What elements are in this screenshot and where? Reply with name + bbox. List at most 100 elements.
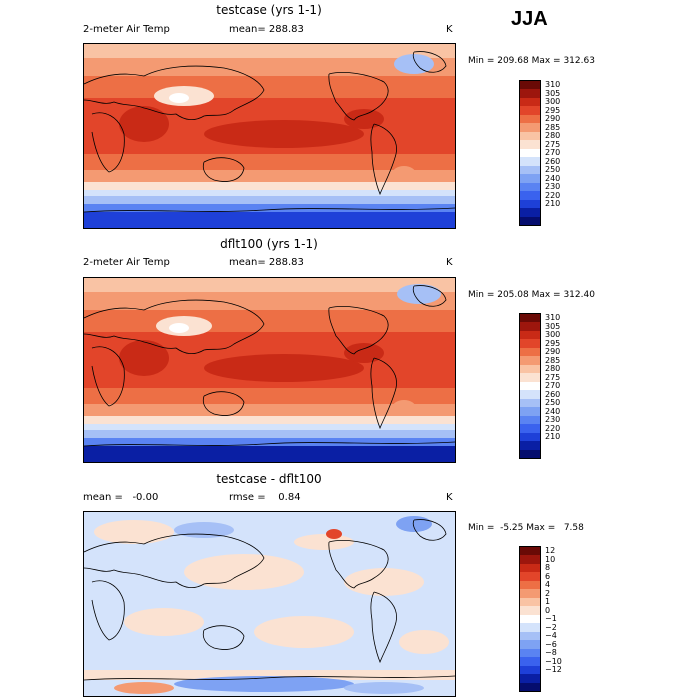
panel-1-units: K [446,24,453,35]
colorbar-tick-label: 280 [545,131,561,141]
panel-1-variable-label: 2-meter Air Temp [83,24,170,35]
panel-2-colorbar-ticks: 310 305 300 295 290 285 280 275 270 260 250 240 230 2… [519,313,561,457]
colorbar-swatch [520,648,540,658]
colorbar-swatch [520,563,540,573]
colorbar-tick-label: 230 [545,182,561,192]
colorbar-swatch [520,356,540,366]
colorbar-swatch [520,174,540,184]
colorbar-swatch [520,589,540,599]
colorbar-tick-label: 275 [545,372,561,382]
colorbar-swatch [520,106,540,116]
colorbar-tick-label: −6 [545,639,557,649]
colorbar-tick-label: 305 [545,88,561,98]
panel-2-coastlines [84,285,455,447]
panel-2-temperature-bands [84,278,455,462]
colorbar-tick-label: −10 [545,656,562,666]
colorbar-swatch [520,398,540,408]
colorbar-tick-label: 305 [545,321,561,331]
panel-1-map-svg [84,44,455,228]
colorbar-swatch [520,572,540,582]
panel-1-mean-label: mean= 288.83 [229,24,304,35]
colorbar-swatch [520,682,540,692]
colorbar-swatch [520,157,540,167]
colorbar-tick-label: 275 [545,139,561,149]
colorbar-tick-label: −12 [545,665,562,675]
colorbar-swatch [520,314,540,323]
colorbar-swatch [520,674,540,684]
colorbar-swatch [520,140,540,150]
colorbar-swatch [520,199,540,209]
colorbar-tick-label: 0 [545,605,551,615]
colorbar-swatch [520,381,540,391]
colorbar-tick-label: 250 [545,398,561,408]
panel-2-mean-label: mean= 288.83 [229,257,304,268]
colorbar-tick-label: 12 [545,546,556,556]
colorbar-tick-label: 220 [545,423,561,433]
colorbar-tick-label: 280 [545,364,561,374]
colorbar-tick-label: 310 [545,80,561,90]
colorbar-tick-label: 285 [545,355,561,365]
colorbar-tick-label: −4 [545,631,557,641]
colorbar-tick-label: 285 [545,122,561,132]
colorbar-swatch [520,415,540,425]
panel-3-difference-patches [84,512,455,696]
panel-1-title: testcase (yrs 1-1) [216,3,322,17]
colorbar-tick-label: 210 [545,199,561,209]
panel-2-variable-label: 2-meter Air Temp [83,257,170,268]
colorbar-tick-label: 240 [545,406,561,416]
colorbar-swatch [520,606,540,616]
panel-3-minmax: Min = -5.25 Max = 7.58 [468,523,584,533]
colorbar-swatch [520,216,540,226]
colorbar-tick-label: 220 [545,190,561,200]
colorbar-swatch [520,665,540,675]
panel-2-map-svg [84,278,455,462]
colorbar-swatch [520,322,540,332]
colorbar-swatch [520,547,540,556]
colorbar-swatch [520,449,540,459]
panel-3-units: K [446,492,453,503]
colorbar-swatch [520,441,540,451]
panel-3-map-svg [84,512,455,696]
colorbar-swatch [520,330,540,340]
colorbar-swatch [520,182,540,192]
colorbar-swatch [520,597,540,607]
colorbar-tick-label: 2 [545,588,551,598]
colorbar-swatch [520,555,540,565]
panel-3-colorbar: 12 10 8 6 4 2 1 0 −1 −2 −4 −6 −8 −10 −12 [519,546,599,692]
panel-2-title: dflt100 (yrs 1-1) [220,237,318,251]
panel-2-units: K [446,257,453,268]
colorbar-swatch [520,631,540,641]
season-title: JJA [511,8,548,30]
colorbar-tick-label: 295 [545,105,561,115]
colorbar-tick-label: 260 [545,389,561,399]
colorbar-tick-label: 250 [545,165,561,175]
colorbar-tick-label: 310 [545,313,561,323]
colorbar-tick-label: 10 [545,554,556,564]
panel-3-colorbar-ticks: 12 10 8 6 4 2 1 0 −1 −2 −4 −6 −8 −10 −12 [519,546,562,690]
colorbar-tick-label: 270 [545,381,561,391]
colorbar-tick-label: 290 [545,347,561,357]
panel-1-colorbar: 310 305 300 295 290 285 280 275 270 260 250 240 230 2… [519,80,599,226]
panel-3-rmse-label: rmse = 0.84 [229,492,301,503]
colorbar-swatch [520,81,540,90]
panel-3-title: testcase - dflt100 [216,472,322,486]
colorbar-swatch [520,114,540,124]
panel-1-coastlines [84,51,455,213]
colorbar-tick-label: 295 [545,338,561,348]
panel-2-minmax: Min = 205.08 Max = 312.40 [468,290,595,300]
panel-2-colorbar-swatches [519,313,541,459]
colorbar-tick-label: 1 [545,597,551,607]
colorbar-tick-label: −1 [545,614,557,624]
colorbar-tick-label: 300 [545,330,561,340]
panel-3-coastlines [84,519,455,681]
panel-3-colorbar-swatches [519,546,541,692]
panel-3-mean-label: mean = -0.00 [83,492,159,503]
colorbar-swatch [520,614,540,624]
colorbar-tick-label: 260 [545,156,561,166]
colorbar-swatch [520,347,540,357]
colorbar-swatch [520,580,540,590]
panel-1-map [83,43,456,229]
colorbar-swatch [520,131,540,141]
colorbar-swatch [520,97,540,107]
colorbar-tick-label: 240 [545,173,561,183]
